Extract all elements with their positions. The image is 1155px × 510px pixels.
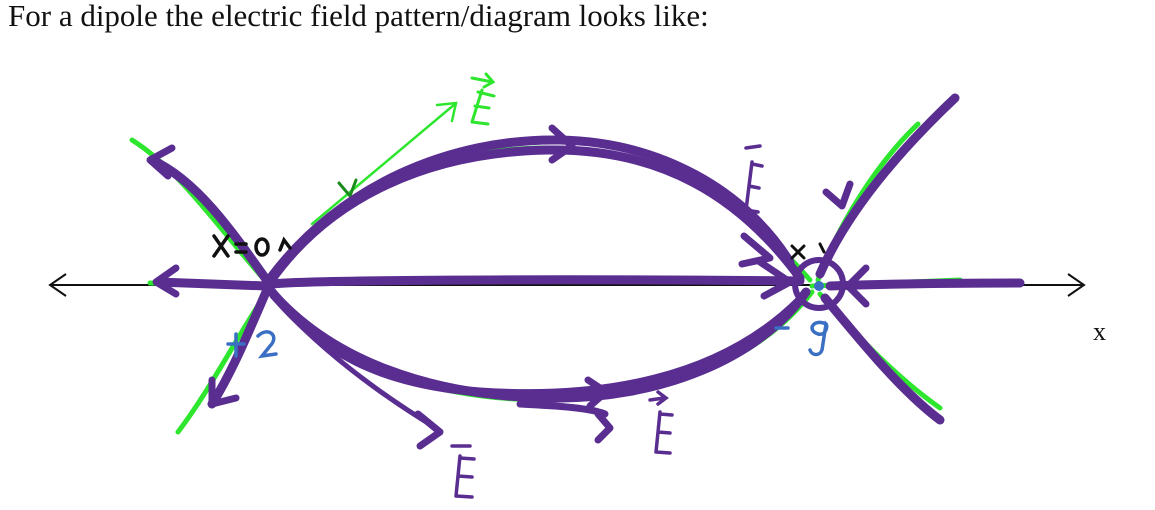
diagram-heading: For a dipole the electric field pattern/… <box>8 0 709 33</box>
negative-charge-circle <box>792 257 846 311</box>
e-vector-label-bottom-right <box>648 390 674 455</box>
x-axis-label: x <box>1093 317 1106 346</box>
tick-mark <box>337 178 358 199</box>
e-vector-label-right <box>744 144 764 214</box>
purple-e-arrow-lower <box>269 293 439 431</box>
negative-charge-annotation <box>790 242 826 260</box>
field-arrowheads <box>146 124 870 450</box>
e-vector-label-top <box>470 72 496 126</box>
negative-charge-dot <box>814 281 824 291</box>
tangent-arrow <box>310 101 458 226</box>
e-vector-label-bottom <box>450 444 476 499</box>
purple-field-lines <box>147 93 1025 425</box>
negative-charge-label <box>774 320 829 357</box>
purple-e-arrow-right <box>516 400 609 418</box>
x-equals-zero-annotation <box>212 234 292 258</box>
positive-charge-label <box>226 330 278 359</box>
